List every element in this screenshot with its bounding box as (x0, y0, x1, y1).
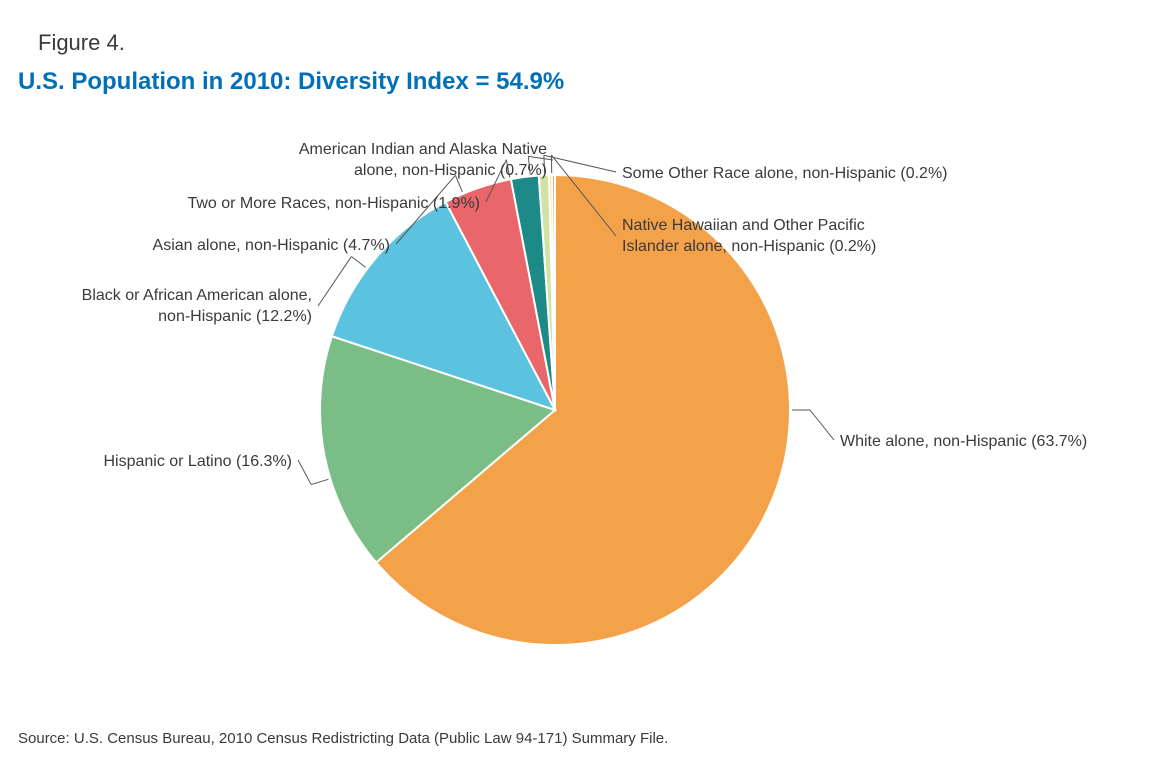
chart-title: U.S. Population in 2010: Diversity Index… (18, 68, 564, 96)
slice-label-aian: American Indian and Alaska Native alone,… (299, 140, 547, 182)
source-note: Source: U.S. Census Bureau, 2010 Census … (18, 730, 668, 747)
slice-label-other: Some Other Race alone, non-Hispanic (0.2… (622, 164, 948, 185)
slice-label-black: Black or African American alone, non-His… (82, 286, 312, 328)
slice-label-multi: Two or More Races, non-Hispanic (1.9%) (187, 194, 480, 215)
slice-label-nhpi: Native Hawaiian and Other Pacific Island… (622, 216, 876, 258)
slice-label-white: White alone, non-Hispanic (63.7%) (840, 432, 1087, 453)
slice-label-hispanic: Hispanic or Latino (16.3%) (103, 452, 292, 473)
figure-label: Figure 4. (38, 30, 125, 56)
slice-label-asian: Asian alone, non-Hispanic (4.7%) (153, 236, 390, 257)
